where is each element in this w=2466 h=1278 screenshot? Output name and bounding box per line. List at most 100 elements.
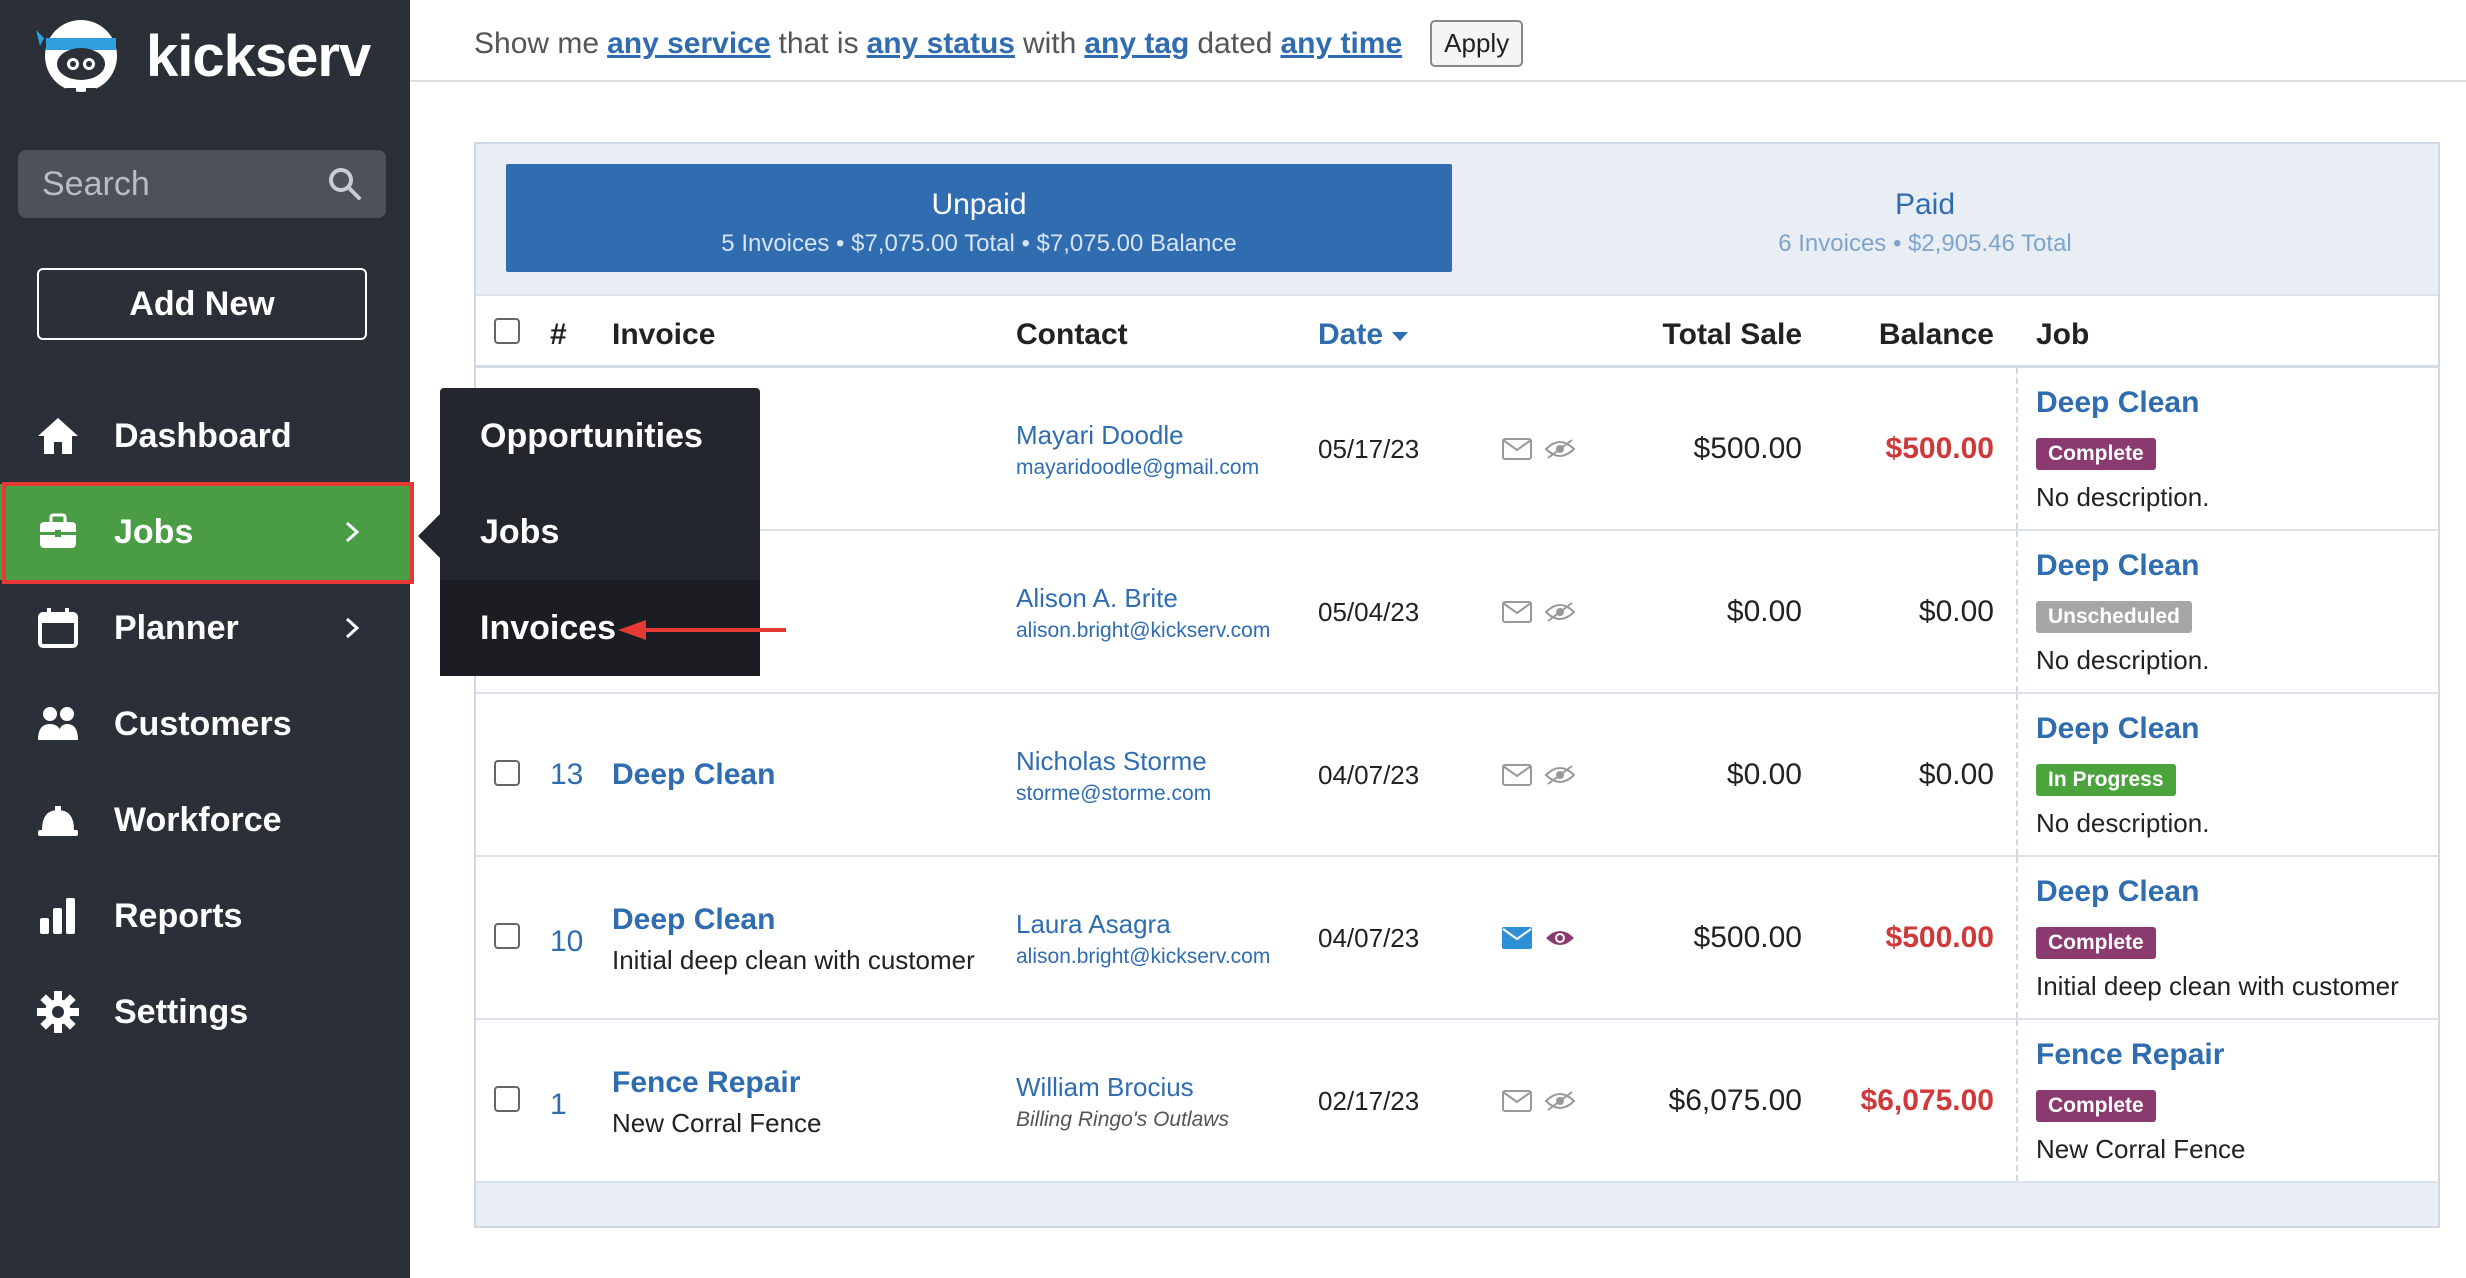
mail-icon[interactable] (1502, 1090, 1532, 1112)
column-header-balance[interactable]: Balance (1878, 318, 1994, 351)
sidebar-item-dashboard[interactable]: Dashboard (0, 388, 410, 484)
mail-icon[interactable] (1502, 764, 1532, 786)
chevron-right-icon (345, 521, 360, 543)
contact-name[interactable]: Alison A. Brite (1016, 583, 1178, 613)
filter-text: dated (1197, 26, 1273, 60)
sidebar-item-label: Dashboard (114, 416, 292, 455)
mail-icon[interactable] (1502, 601, 1532, 623)
invoice-number[interactable]: 1 (550, 1088, 567, 1121)
column-header-date[interactable]: Date (1318, 318, 1409, 352)
column-header-contact[interactable]: Contact (1016, 318, 1128, 351)
table-row[interactable]: Alison A. Brite alison.bright@kickserv.c… (476, 531, 2438, 694)
filter-status-link[interactable]: any status (866, 26, 1015, 60)
eye-slash-icon[interactable] (1544, 601, 1576, 623)
invoice-description: New Corral Fence (612, 1108, 822, 1138)
sidebar-item-reports[interactable]: Reports (0, 868, 410, 964)
total-sale: $0.00 (1726, 758, 1802, 791)
sidebar-item-jobs[interactable]: Jobs (0, 484, 410, 580)
sidebar-item-label: Customers (114, 704, 292, 743)
column-header-invoice[interactable]: Invoice (612, 318, 716, 351)
briefcase-icon (40, 513, 76, 548)
tab-unpaid[interactable]: Unpaid 5 Invoices • $7,075.00 Total • $7… (506, 164, 1452, 272)
contact-name[interactable]: William Brocius (1016, 1072, 1194, 1102)
sidebar-item-workforce[interactable]: Workforce (0, 772, 410, 868)
job-title[interactable]: Deep Clean (2036, 712, 2200, 745)
table-row[interactable]: 10 Deep Clean Initial deep clean with cu… (476, 857, 2438, 1020)
sidebar-item-planner[interactable]: Planner (0, 580, 410, 676)
job-title[interactable]: Deep Clean (2036, 386, 2200, 419)
eye-slash-icon[interactable] (1544, 438, 1576, 460)
tab-paid[interactable]: Paid 6 Invoices • $2,905.46 Total (1452, 164, 2398, 272)
table-row[interactable]: 13 Deep Clean Nicholas Storme storme@sto… (476, 694, 2438, 857)
mail-sent-icon[interactable] (1502, 927, 1532, 949)
job-description: Initial deep clean with customer (2036, 971, 2399, 1001)
sidebar-item-settings[interactable]: Settings (0, 964, 410, 1060)
eye-slash-icon[interactable] (1544, 764, 1576, 786)
balance: $0.00 (1918, 595, 1994, 628)
invoice-title[interactable]: Deep Clean (612, 903, 776, 936)
eye-slash-icon[interactable] (1544, 1090, 1576, 1112)
job-description: No description. (2036, 645, 2210, 675)
status-badge: Unscheduled (2036, 601, 2192, 633)
tab-summary: 6 Invoices • $2,905.46 Total (1778, 230, 2072, 257)
job-title[interactable]: Deep Clean (2036, 875, 2200, 908)
app-name: kickserv (146, 23, 371, 89)
filter-time-link[interactable]: any time (1280, 26, 1403, 60)
total-sale: $500.00 (1693, 921, 1802, 954)
contact-email[interactable]: mayaridoodle@gmail.com (1016, 456, 1260, 479)
menu-item-opportunities[interactable]: Opportunities (480, 416, 703, 455)
search-input[interactable] (42, 164, 328, 204)
sidebar: kickserv Add New Dashboard Jobs Planner … (0, 0, 410, 1278)
job-separator (2016, 1020, 2018, 1181)
app-logo[interactable]: kickserv (36, 16, 371, 96)
contact-name[interactable]: Laura Asagra (1016, 909, 1171, 939)
search-icon[interactable] (328, 167, 362, 201)
balance: $500.00 (1885, 432, 1994, 465)
mail-icon[interactable] (1502, 438, 1532, 460)
select-all-checkbox[interactable] (494, 318, 520, 344)
filter-prefix: Show me (474, 26, 600, 60)
row-checkbox[interactable] (494, 1086, 520, 1112)
column-header-total[interactable]: Total Sale (1662, 318, 1802, 351)
status-badge: Complete (2036, 438, 2156, 470)
invoice-number[interactable]: 13 (550, 758, 584, 791)
menu-item-jobs[interactable]: Jobs (480, 512, 560, 551)
table-header: # Invoice Contact Date Total Sale Balanc… (476, 294, 2438, 368)
invoice-date: 02/17/23 (1318, 1086, 1420, 1116)
table-row[interactable]: Mayari Doodle mayaridoodle@gmail.com 05/… (476, 368, 2438, 531)
calendar-icon (38, 608, 78, 648)
total-sale: $500.00 (1693, 432, 1802, 465)
eye-viewed-icon[interactable] (1544, 927, 1576, 949)
contact-billing[interactable]: Billing Ringo's Outlaws (1016, 1108, 1229, 1132)
invoice-title[interactable]: Deep Clean (612, 758, 776, 791)
billing-prefix: Billing (1016, 1108, 1073, 1131)
billing-account[interactable]: Ringo's Outlaws (1077, 1108, 1229, 1131)
contact-name[interactable]: Nicholas Storme (1016, 746, 1207, 776)
total-sale: $0.00 (1726, 595, 1802, 628)
job-separator (2016, 857, 2018, 1018)
contact-name[interactable]: Mayari Doodle (1016, 420, 1184, 450)
add-new-button[interactable]: Add New (37, 268, 367, 340)
filter-tag-link[interactable]: any tag (1084, 26, 1190, 60)
job-title[interactable]: Deep Clean (2036, 549, 2200, 582)
sidebar-item-label: Settings (114, 992, 249, 1031)
invoice-number[interactable]: 10 (550, 925, 584, 958)
column-header-job[interactable]: Job (2036, 318, 2090, 351)
contact-email[interactable]: alison.bright@kickserv.com (1016, 619, 1271, 642)
job-title[interactable]: Fence Repair (2036, 1038, 2225, 1071)
contact-email[interactable]: alison.bright@kickserv.com (1016, 945, 1271, 968)
sidebar-item-customers[interactable]: Customers (0, 676, 410, 772)
status-badge: Complete (2036, 1090, 2156, 1122)
table-row[interactable]: 1 Fence Repair New Corral Fence William … (476, 1020, 2438, 1183)
row-checkbox[interactable] (494, 923, 520, 949)
search-box[interactable] (18, 150, 386, 218)
row-checkbox[interactable] (494, 760, 520, 786)
apply-button[interactable]: Apply (1430, 20, 1524, 67)
menu-item-invoices[interactable]: Invoices (440, 580, 760, 676)
invoice-title[interactable]: Fence Repair (612, 1066, 801, 1099)
filter-service-link[interactable]: any service (607, 26, 771, 60)
date-header-label: Date (1318, 318, 1384, 351)
invoices-panel: Unpaid 5 Invoices • $7,075.00 Total • $7… (474, 142, 2440, 1228)
contact-email[interactable]: storme@storme.com (1016, 782, 1212, 805)
tab-summary: 5 Invoices • $7,075.00 Total • $7,075.00… (721, 230, 1237, 257)
